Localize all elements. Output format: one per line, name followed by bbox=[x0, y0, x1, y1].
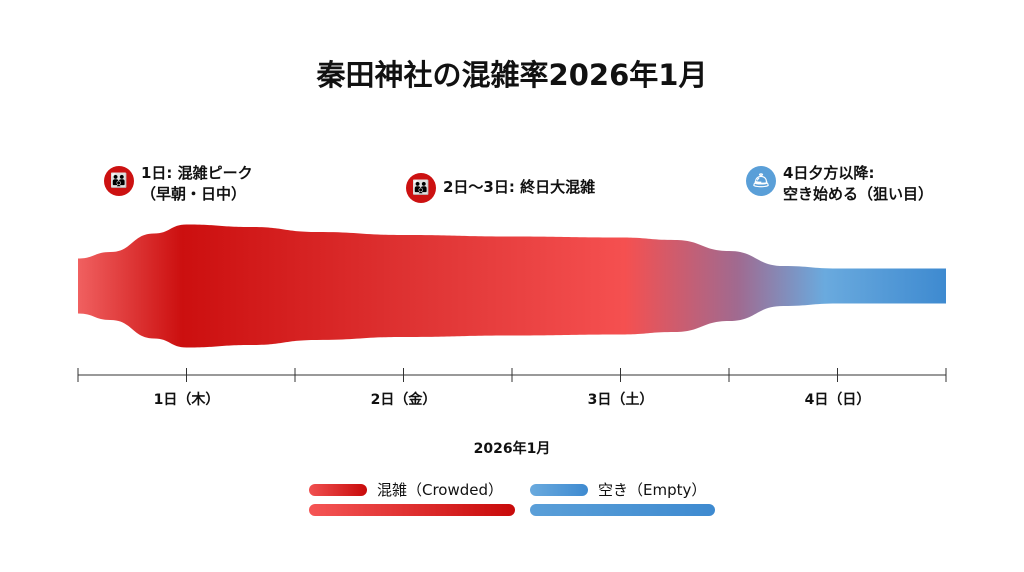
x-axis-label: 2026年1月 bbox=[473, 441, 551, 457]
annotation-day4: 🛎 4日夕方以降: 空き始める（狙い目） bbox=[746, 163, 933, 205]
legend-label: 空き（Empty） bbox=[598, 481, 707, 499]
x-tick-label: 4日（日） bbox=[804, 392, 871, 408]
annotation-text: 4日夕方以降: bbox=[783, 164, 875, 182]
annotation-subtext: （早朝・日中） bbox=[141, 185, 247, 203]
crowd-icon: 👪 bbox=[104, 166, 134, 196]
legend-swatch-crowded bbox=[309, 483, 367, 496]
annotation-subtext: 空き始める（狙い目） bbox=[783, 185, 934, 203]
legend-bar-crowded bbox=[309, 504, 515, 516]
x-tick-label: 1日（木） bbox=[153, 392, 220, 408]
annotation-text: 1日: 混雑ピーク bbox=[141, 164, 253, 182]
annotation-text: 2日〜3日: 終日大混雑 bbox=[443, 178, 596, 196]
legend-label: 混雑（Crowded） bbox=[377, 481, 504, 499]
legend-empty: 空き（Empty） bbox=[530, 479, 706, 500]
legend-swatch-empty bbox=[530, 483, 588, 496]
bell-icon: 🛎 bbox=[746, 166, 776, 196]
crowding-stream bbox=[78, 224, 946, 348]
chart-title: 秦田神社の混雑率2026年1月 bbox=[316, 58, 708, 92]
annotation-day2-3: 👪 2日〜3日: 終日大混雑 bbox=[406, 173, 595, 203]
crowd-icon: 👪 bbox=[406, 173, 436, 203]
legend-bar-empty bbox=[530, 504, 715, 516]
annotation-day1: 👪 1日: 混雑ピーク （早朝・日中） bbox=[104, 163, 253, 205]
x-tick-label: 3日（土） bbox=[587, 392, 654, 408]
x-tick-label: 2日（金） bbox=[370, 392, 437, 408]
legend-crowded: 混雑（Crowded） bbox=[309, 479, 503, 500]
